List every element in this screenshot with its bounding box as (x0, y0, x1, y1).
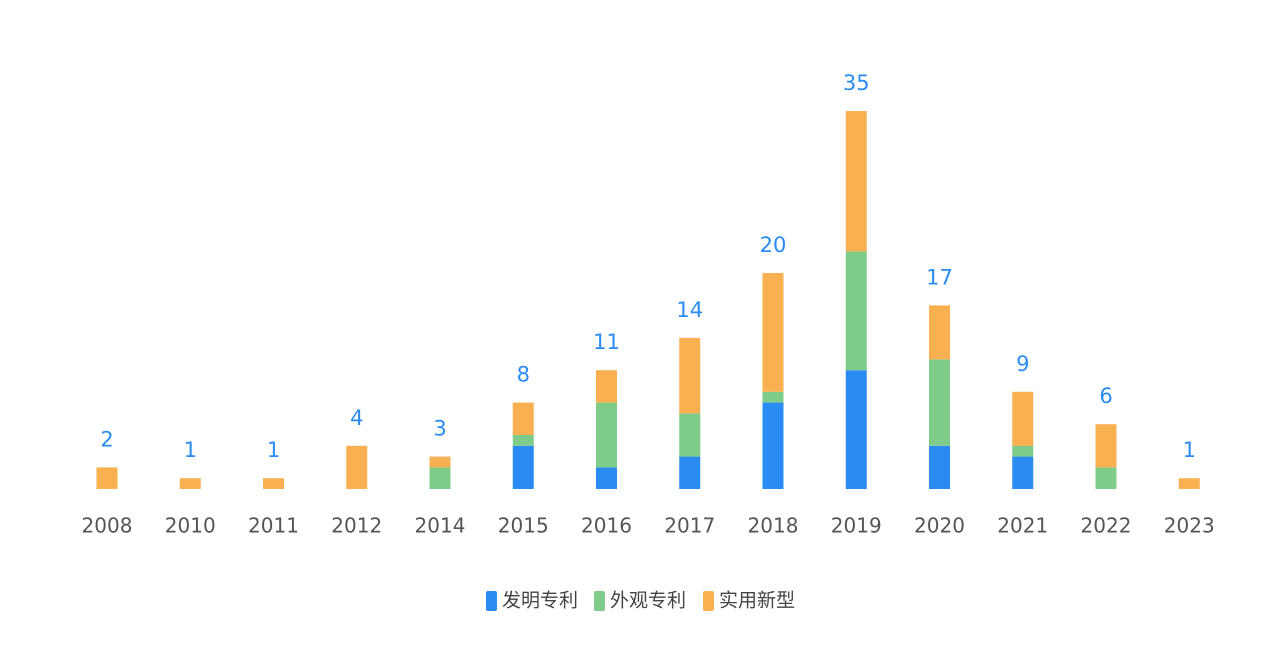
bar-segment (1012, 445, 1034, 457)
bar-segment (845, 111, 867, 252)
total-label: 8 (517, 363, 530, 387)
bar-segment (1012, 456, 1034, 489)
legend-swatch (703, 591, 714, 611)
x-tick-label: 2015 (498, 514, 549, 538)
bar-segment (1095, 467, 1117, 489)
total-label: 1 (184, 438, 197, 462)
bar-segment (512, 445, 534, 489)
bar-segment (762, 273, 784, 392)
bar-segment (762, 391, 784, 403)
bar-segment (845, 251, 867, 371)
x-tick-label: 2016 (581, 514, 632, 538)
total-label: 4 (350, 406, 363, 430)
bar-segment (596, 467, 617, 489)
bar-segment (762, 402, 784, 489)
bar-segment (679, 337, 701, 414)
bar-segment (429, 467, 451, 489)
x-tick-label: 2021 (997, 514, 1048, 538)
bar-segment (929, 305, 950, 360)
legend-swatch (594, 591, 605, 611)
bar-segment (263, 478, 284, 489)
total-label: 3 (433, 417, 446, 441)
bar-segment (1012, 391, 1034, 446)
bar-segment (179, 478, 201, 489)
bar-segment (596, 370, 617, 403)
x-tick-label: 2023 (1164, 514, 1215, 538)
total-label: 9 (1016, 352, 1029, 376)
total-label: 6 (1099, 384, 1112, 408)
legend-swatch (486, 591, 497, 611)
bar-segment (679, 456, 701, 489)
total-label: 14 (676, 298, 703, 322)
bar-segment (429, 456, 451, 468)
bar-segment (929, 445, 950, 489)
legend-label: 发明专利 (502, 590, 578, 612)
bar-segment (346, 445, 368, 489)
x-tick-label: 2017 (664, 514, 715, 538)
total-label: 20 (760, 233, 787, 257)
total-label: 35 (843, 71, 870, 95)
x-tick-label: 2012 (331, 514, 382, 538)
x-tick-label: 2010 (165, 514, 216, 538)
x-tick-label: 2020 (914, 514, 965, 538)
x-tick-label: 2018 (748, 514, 799, 538)
total-label: 1 (1183, 438, 1196, 462)
bar-segment (845, 370, 867, 489)
x-tick-label: 2014 (415, 514, 466, 538)
legend-label: 外观专利 (610, 590, 686, 612)
bar-segment (679, 413, 701, 457)
total-label: 1 (267, 438, 280, 462)
bar-segment (929, 359, 950, 446)
bar-segment (1095, 424, 1117, 468)
x-tick-label: 2011 (248, 514, 299, 538)
bar-segment (512, 402, 534, 435)
x-tick-label: 2019 (831, 514, 882, 538)
total-label: 17 (926, 265, 953, 289)
bar-segment (596, 402, 617, 468)
bar-segment (96, 467, 118, 489)
legend-label: 实用新型 (719, 590, 795, 612)
bar-segment (512, 435, 534, 446)
bar-segment (1178, 478, 1200, 489)
total-label: 2 (100, 427, 113, 451)
x-tick-label: 2008 (82, 514, 133, 538)
x-tick-label: 2022 (1081, 514, 1132, 538)
total-label: 11 (593, 330, 620, 354)
